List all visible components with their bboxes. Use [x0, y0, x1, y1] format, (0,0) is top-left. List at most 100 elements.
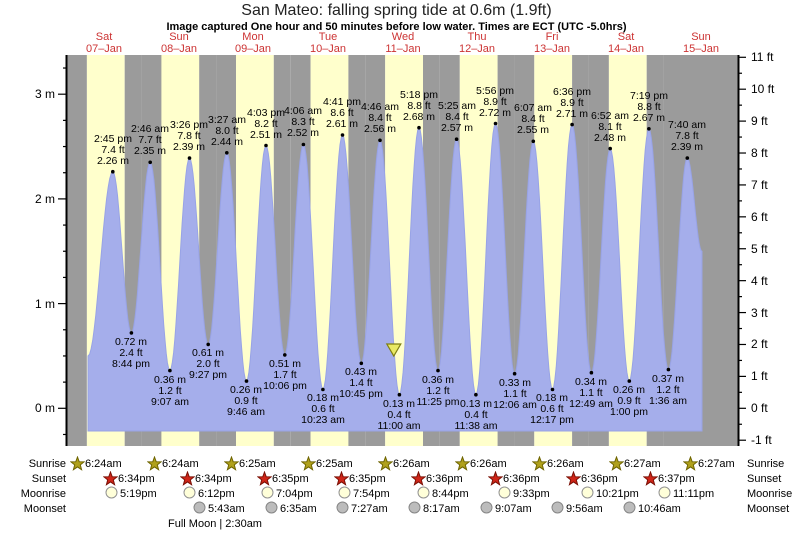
- sunset-time: 6:34pm: [195, 473, 232, 485]
- moonset-time: 7:27am: [351, 503, 388, 515]
- moonrise-circle-icon: [581, 486, 596, 501]
- y-axis-right-label: 5 ft: [751, 242, 768, 256]
- low-tide-label: 0.37 m 1.2 ft 1:36 am: [649, 373, 687, 407]
- tide-extreme-dot: [264, 143, 268, 148]
- tide-extreme-dot: [187, 156, 192, 160]
- almanac-row-label-left-sunset: Sunset: [31, 473, 66, 485]
- moonset-circle-icon: [336, 501, 351, 516]
- sunset-time: 6:36pm: [503, 473, 540, 485]
- y-axis-right-label: 6 ft: [751, 210, 768, 224]
- low-tide-label: 0.43 m 1.4 ft 10:45 pm: [339, 366, 383, 400]
- tide-extreme-dot: [550, 387, 555, 392]
- low-tide-label: 0.33 m 1.1 ft 12:06 am: [493, 377, 537, 411]
- low-tide-label: 0.34 m 1.1 ft 12:49 am: [569, 376, 613, 410]
- y-axis-right-label: 1 ft: [751, 369, 768, 383]
- y-axis-right-label: -1 ft: [751, 433, 772, 447]
- moonset-circle-icon: [623, 501, 636, 514]
- y-axis-right-label: 7 ft: [751, 178, 768, 192]
- almanac-row-label-left-moonset: Moonset: [23, 503, 66, 515]
- moonset-circle-icon: [480, 501, 495, 516]
- almanac-row-label-right-sunrise: Sunrise: [747, 458, 785, 470]
- moonrise-circle-icon: [658, 486, 673, 501]
- sunrise-star-icon: [378, 456, 393, 471]
- sunrise-star-icon: [609, 456, 624, 471]
- y-axis-right-label: 10 ft: [751, 82, 775, 96]
- sunrise-time: 6:25am: [239, 458, 276, 470]
- high-tide-label: 3:27 am 8.0 ft 2.44 m: [208, 114, 246, 148]
- tide-extreme-dot: [359, 361, 364, 366]
- sunrise-star-icon: [224, 456, 239, 471]
- low-tide-label: 0.26 m 0.9 ft 9:46 am: [227, 384, 265, 418]
- moon-phase-note: Full Moon | 2:30am: [168, 518, 262, 530]
- tide-extreme-dot: [283, 353, 287, 357]
- sunrise-time: 6:26am: [393, 458, 430, 470]
- sunrise-time: 6:24am: [85, 458, 122, 470]
- sunrise-star-icon: [378, 456, 393, 471]
- moonset-circle-icon: [408, 501, 423, 516]
- sunrise-time: 6:26am: [470, 458, 507, 470]
- moonset-circle-icon: [193, 501, 206, 514]
- sunset-star-icon: [566, 471, 581, 486]
- sunset-star-icon: [488, 471, 503, 486]
- sunset-time: 6:36pm: [581, 473, 618, 485]
- moonrise-time: 5:19pm: [120, 488, 157, 500]
- moonrise-circle-icon: [261, 486, 276, 501]
- sunrise-star-icon: [147, 456, 162, 471]
- y-axis-left-label: 1 m: [34, 297, 55, 311]
- tide-extreme-dot: [531, 139, 536, 144]
- day-header: Sat 14–Jan: [607, 31, 645, 55]
- tide-extreme-dot: [301, 142, 306, 147]
- moonrise-time: 11:11pm: [673, 488, 715, 500]
- y-axis-right-label: 9 ft: [751, 114, 768, 128]
- tide-extreme-dot: [206, 342, 210, 347]
- tide-extreme-dot: [666, 367, 671, 372]
- sunset-time: 6:35pm: [349, 473, 386, 485]
- page-subtitle: Image captured One hour and 50 minutes b…: [166, 21, 627, 33]
- sunrise-star-icon: [455, 456, 470, 471]
- sunrise-time: 6:24am: [162, 458, 199, 470]
- moonset-time: 5:43am: [208, 503, 245, 515]
- tide-extreme-dot: [436, 368, 440, 373]
- moonrise-circle-icon: [261, 486, 274, 499]
- moonrise-time: 9:33pm: [513, 488, 550, 500]
- sunset-star-icon: [257, 471, 272, 486]
- y-axis-left-label: 3 m: [34, 87, 55, 101]
- day-header: Tue 10–Jan: [309, 31, 347, 55]
- moonset-time: 6:35am: [280, 503, 317, 515]
- tide-extreme-dot: [512, 371, 517, 376]
- almanac-row-label-left-sunrise: Sunrise: [28, 458, 66, 470]
- tide-extreme-dot: [454, 137, 459, 141]
- high-tide-label: 4:41 pm 8.6 ft 2.61 m: [323, 96, 361, 130]
- sunset-star-icon: [257, 471, 272, 486]
- tide-extreme-dot: [627, 379, 632, 383]
- sunset-star-icon: [411, 471, 426, 486]
- low-tide-label: 0.26 m 0.9 ft 1:00 pm: [610, 384, 648, 418]
- high-tide-label: 6:07 am 8.4 ft 2.55 m: [514, 102, 552, 136]
- sunset-star-icon: [411, 471, 426, 486]
- sunset-star-icon: [180, 471, 195, 486]
- sunrise-star-icon: [70, 456, 85, 471]
- sunset-star-icon: [643, 471, 658, 486]
- moonrise-time: 7:54pm: [353, 488, 390, 500]
- moonrise-circle-icon: [338, 486, 353, 501]
- tide-extreme-dot: [168, 368, 172, 373]
- tide-extreme-dot: [417, 125, 421, 130]
- sunset-time: 6:34pm: [118, 473, 155, 485]
- tide-extreme-dot: [589, 370, 594, 375]
- capture-time-triangle-icon: [385, 343, 402, 358]
- y-axis-right-label: 4 ft: [751, 274, 768, 288]
- moonset-circle-icon: [623, 501, 638, 516]
- moonrise-circle-icon: [338, 486, 351, 499]
- tide-extreme-dot: [378, 138, 382, 143]
- day-header: Wed 11–Jan: [385, 31, 421, 55]
- moonset-time: 9:07am: [495, 503, 532, 515]
- sunset-time: 6:36pm: [426, 473, 463, 485]
- moonset-circle-icon: [265, 501, 280, 516]
- tide-extreme-dot: [111, 169, 115, 174]
- moonrise-time: 7:04pm: [276, 488, 313, 500]
- moonset-circle-icon: [336, 501, 349, 514]
- sunrise-star-icon: [70, 456, 85, 471]
- sunset-star-icon: [488, 471, 503, 486]
